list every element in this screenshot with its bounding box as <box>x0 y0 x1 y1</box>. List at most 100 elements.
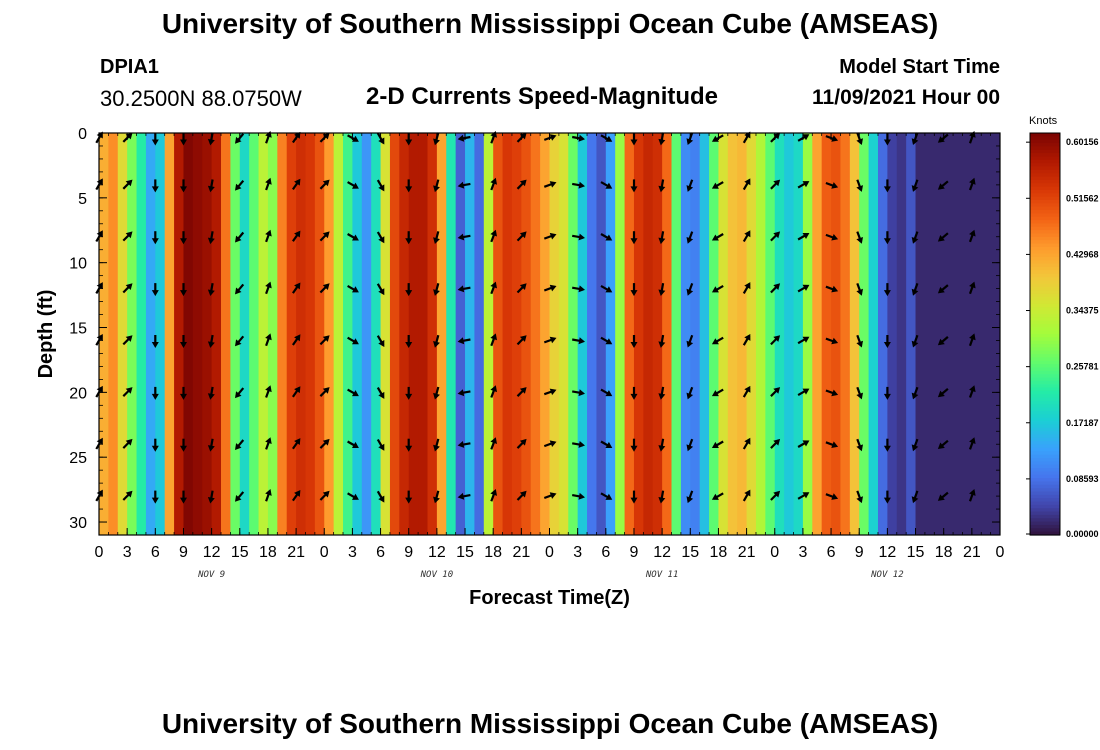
current-arrow <box>151 283 159 297</box>
current-arrow-head <box>831 135 839 142</box>
current-arrow <box>291 282 301 294</box>
current-arrow-head <box>151 290 159 297</box>
current-arrow <box>742 282 751 294</box>
current-arrow <box>856 334 863 348</box>
current-arrow-head <box>605 234 613 241</box>
current-arrow <box>235 283 245 295</box>
current-arrow-head <box>433 289 440 296</box>
current-arrow <box>572 181 585 189</box>
current-arrow-head <box>180 342 187 348</box>
current-arrow-head <box>294 178 301 186</box>
current-arrow <box>543 492 557 500</box>
current-arrow-head <box>125 438 133 446</box>
current-arrow <box>658 231 666 245</box>
current-arrow <box>968 437 976 450</box>
current-arrow <box>291 386 301 398</box>
x-tick-label: 15 <box>456 544 474 561</box>
current-arrow-head <box>378 340 385 347</box>
current-arrow <box>770 335 781 346</box>
current-arrow <box>265 281 272 295</box>
heatmap-cell <box>493 133 504 535</box>
current-arrow <box>968 229 976 243</box>
current-arrow-head <box>151 139 159 146</box>
x-tick-label: 12 <box>653 544 671 561</box>
current-arrow <box>600 336 613 345</box>
current-arrow-head <box>294 490 301 497</box>
x-tick-label: 0 <box>95 544 104 561</box>
colorbar-segment <box>1030 514 1060 519</box>
current-arrow-head <box>294 282 301 290</box>
colorbar-segment <box>1030 330 1060 335</box>
current-arrow-head <box>519 231 527 239</box>
current-arrow <box>490 229 497 243</box>
current-arrow <box>937 439 949 449</box>
current-arrow <box>265 229 272 243</box>
current-arrow <box>207 231 215 245</box>
current-arrow <box>433 283 440 296</box>
colorbar-segment <box>1030 173 1060 178</box>
y-axis-title: Depth (ft) <box>35 290 57 379</box>
current-arrow-head <box>911 340 919 348</box>
current-arrow-head <box>578 441 585 448</box>
current-arrow-head <box>207 237 215 245</box>
colorbar-segment <box>1030 220 1060 225</box>
current-arrow <box>825 389 839 397</box>
current-arrow <box>405 438 413 452</box>
heatmap-cell <box>755 133 766 535</box>
current-arrow <box>265 385 272 398</box>
current-arrow <box>405 179 413 193</box>
current-arrow <box>291 334 301 346</box>
colorbar-segment <box>1030 307 1060 312</box>
colorbar-segment <box>1030 444 1060 449</box>
current-arrow-head <box>856 185 863 192</box>
heatmap-cell <box>615 133 626 535</box>
colorbar-segment <box>1030 277 1060 281</box>
current-arrow-head <box>235 235 242 243</box>
current-arrow-head <box>207 497 215 504</box>
current-arrow <box>405 231 413 245</box>
current-arrow <box>742 230 751 243</box>
current-arrow <box>856 179 863 192</box>
current-arrow <box>235 231 245 243</box>
current-arrow-head <box>180 393 187 400</box>
current-arrow-head <box>151 393 159 400</box>
colorbar-segment <box>1030 367 1060 372</box>
current-arrow <box>122 179 133 190</box>
current-arrow-head <box>969 177 976 185</box>
current-arrow <box>686 231 694 244</box>
heatmap-cell <box>558 133 569 535</box>
colorbar-segment <box>1030 411 1060 415</box>
current-arrow-head <box>433 237 440 244</box>
current-arrow-head <box>605 286 613 293</box>
current-arrow-head <box>711 286 719 293</box>
x-tick-label: 6 <box>151 544 160 561</box>
current-arrow-head <box>911 496 919 504</box>
colorbar-segment <box>1030 464 1060 469</box>
current-arrow-head <box>265 281 272 289</box>
current-arrow-head <box>856 444 863 452</box>
current-arrow-head <box>605 135 613 142</box>
current-arrow-head <box>969 385 976 393</box>
current-arrow-head <box>802 388 810 395</box>
current-arrow-head <box>658 497 666 504</box>
current-arrow <box>516 387 527 397</box>
colorbar-segment <box>1030 397 1060 402</box>
heatmap-cell <box>774 133 785 535</box>
heatmap-cell <box>915 133 1000 535</box>
y-tick-label: 5 <box>78 191 87 208</box>
colorbar-segment <box>1030 504 1060 509</box>
colorbar-segment <box>1030 384 1060 389</box>
current-arrow-head <box>937 286 945 294</box>
heatmap-cell <box>859 133 870 535</box>
current-arrow <box>151 179 159 193</box>
colorbar-segment <box>1030 478 1060 482</box>
current-arrow-head <box>711 135 719 142</box>
colorbar-segment <box>1030 528 1060 533</box>
current-arrow-head <box>773 438 781 446</box>
current-arrow <box>937 491 949 501</box>
current-arrow-head <box>773 231 781 239</box>
current-arrow-head <box>744 230 751 238</box>
colorbar-segment <box>1030 153 1060 158</box>
colorbar-tick-label: 0.60156 <box>1066 137 1099 147</box>
current-arrow-head <box>125 387 133 394</box>
